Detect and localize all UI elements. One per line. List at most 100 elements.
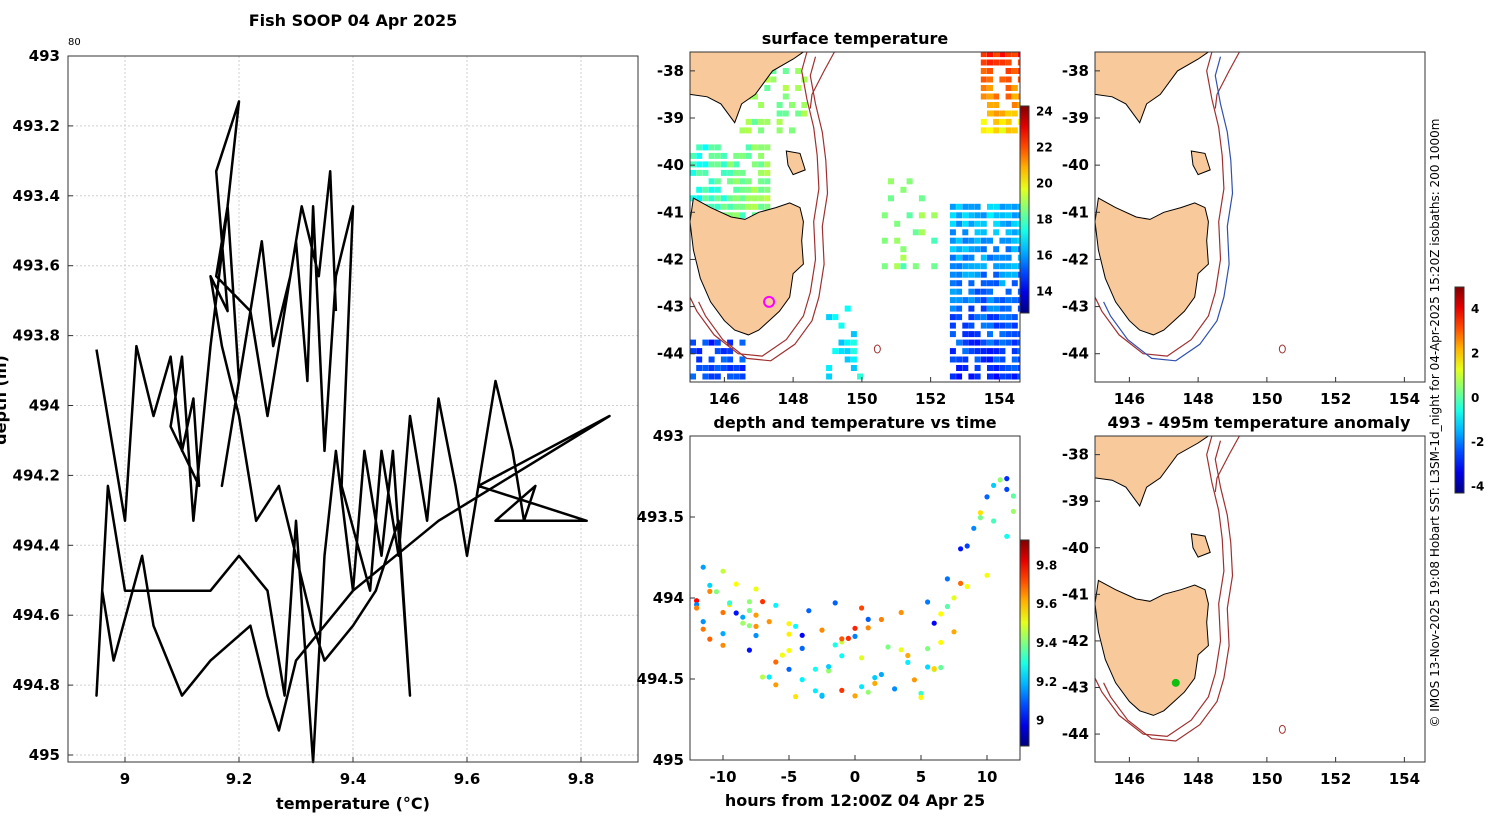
sst-sst-pixel [962,263,969,270]
sst-sst-pixel [1011,102,1018,108]
anomaly-isobath-200-north [1214,436,1240,492]
timeseries-point [984,494,990,500]
sst-sst-pixel [962,365,969,371]
sst-sst-pixel [993,212,1000,219]
sst-sst-pixel [993,314,1000,321]
sst-sst-pixel [987,76,993,83]
sst-sst-pixel [974,314,981,321]
sst-sst-pixel [714,339,721,346]
sst-sst-pixel [745,203,752,210]
sst-sst-pixel [708,365,715,371]
sst-sst-pixel [720,356,727,363]
sst-sst-pixel [962,254,969,261]
sst-sst-pixel [993,348,1000,355]
sst-sst-pixel [956,271,963,278]
sst-axes: 146 148 150 152 154 -38 -39 -40 -41 -42 -43 -44 surf… [657,29,1053,408]
sst-sst-pixel [974,288,981,295]
timeseries-point [766,619,772,625]
timeseries-point [832,642,838,648]
sst-ytick-label: -42 [657,250,684,268]
sst-sst-pixel [1011,52,1018,58]
bathy-xtick-label: 146 [1114,390,1145,408]
profile-axes: 9 9.2 9.4 9.6 9.8 493 493.2 493.4 493.6 493.8 494 4… [0,11,639,813]
bathy-land-victoria [1095,52,1210,124]
sst-sst-pixel [980,93,987,100]
anomaly-colorbar-tick: -2 [1471,435,1484,449]
sst-sst-pixel [764,178,771,185]
sst-sst-pixel [881,263,888,270]
sst-sst-pixel [956,288,963,295]
sst-sst-pixel [727,169,734,176]
timeseries-point [951,595,957,601]
sst-sst-pixel [838,348,845,355]
sst-sst-pixel [900,246,907,253]
timeseries-point [885,644,891,650]
profile-trace-line [95,100,611,764]
sst-sst-pixel [708,144,715,151]
sst-sst-pixel [1017,288,1020,295]
timeseries-point [852,625,858,631]
sst-sst-pixel [1011,339,1018,346]
timeseries-ytick-label: 494.5 [637,670,684,688]
sst-sst-pixel [962,331,969,338]
sst-sst-pixel [956,365,963,371]
sst-sst-pixel [931,212,938,219]
timeseries-point [944,603,951,610]
anomaly-xtick-label: 154 [1389,770,1420,788]
timeseries-point [760,674,766,680]
sst-sst-pixel [949,246,956,253]
sst-sst-pixel [962,271,969,278]
sst-sst-pixel [962,229,969,236]
sst-sst-pixel [1011,93,1018,100]
anomaly-land-tasmania [1095,579,1209,716]
sst-sst-pixel [1017,118,1020,125]
sst-sst-pixel [980,356,987,363]
anomaly-ytick-label: -40 [1062,539,1089,557]
sst-sst-pixel [993,271,1000,278]
sst-sst-pixel [1005,52,1012,58]
timeseries-point [971,525,977,531]
sst-ytick-label: -39 [657,109,684,127]
sst-sst-pixel [739,195,746,202]
sst-colorbar-tick: 24 [1036,104,1053,118]
sst-sst-pixel [795,68,802,74]
sst-sst-pixel [745,127,752,134]
sst-sst-pixel [696,152,703,159]
sst-sst-pixel [702,195,709,202]
anomaly-ytick-label: -43 [1062,678,1089,696]
sst-sst-pixel [999,254,1006,261]
sst-sst-pixel [758,169,765,176]
timeseries-point [964,583,970,590]
sst-sst-pixel [987,237,993,244]
sst-sst-pixel [857,373,864,380]
timeseries-point [806,608,812,614]
sst-sst-pixel [776,102,783,108]
sst-ytick-label: -38 [657,62,684,80]
sst-isobath-200 [690,52,820,357]
sst-sst-pixel [974,271,981,278]
sst-sst-pixel [1011,246,1018,253]
sst-sst-pixel [980,280,987,287]
sst-sst-pixel [1011,280,1018,287]
timeseries-point [700,619,706,625]
sst-sst-pixel [733,161,740,168]
sst-sst-pixel [980,59,987,66]
sst-sst-pixel [708,152,715,159]
sst-sst-pixel [838,339,845,346]
timeseries-point [918,690,924,696]
sst-isobath-1000 [698,56,829,362]
sst-sst-pixel [968,331,975,338]
sst-sst-pixel [758,144,765,151]
timeseries-point [951,629,957,635]
sst-sst-pixel [987,280,993,287]
anomaly-isobath-1000 [1103,440,1234,742]
anomaly-title: 493 - 495m temperature anomaly [1108,413,1411,432]
timeseries-point [753,623,759,630]
sst-sst-pixel [690,373,696,380]
sst-sst-pixel [974,339,981,346]
sst-sst-pixel [1005,331,1012,338]
sst-sst-pixel [993,127,1000,134]
sst-land-victoria [690,52,805,124]
sst-sst-pixel [999,212,1006,219]
